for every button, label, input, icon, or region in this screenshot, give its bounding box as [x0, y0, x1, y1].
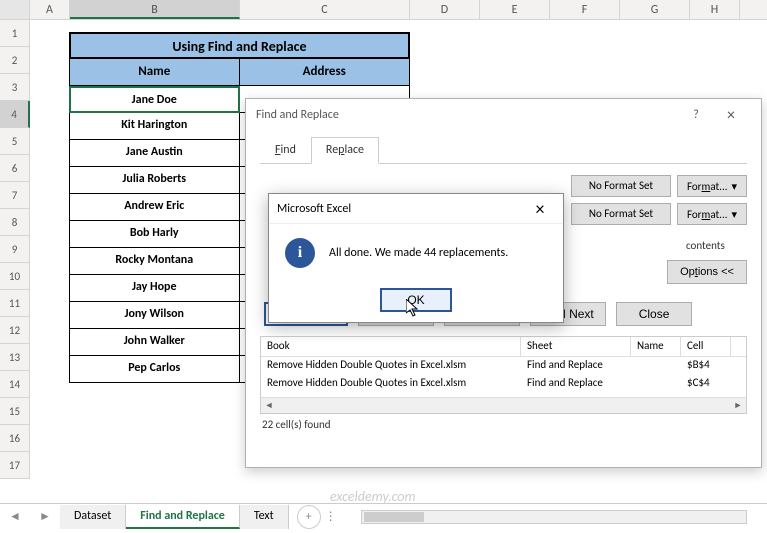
close-button[interactable]: Close [616, 302, 692, 326]
name-cell[interactable]: Bob Harly [69, 221, 240, 248]
name-cell[interactable]: Jane Doe [69, 86, 240, 113]
row-header-10[interactable]: 10 [0, 263, 30, 290]
name-cell[interactable]: Kit Harington [69, 113, 240, 140]
row-header-14[interactable]: 14 [0, 371, 30, 398]
replace-format-button[interactable]: Format...▾ [677, 203, 747, 225]
close-icon[interactable]: × [711, 106, 751, 125]
name-cell[interactable]: Andrew Eric [69, 194, 240, 221]
row-header-9[interactable]: 9 [0, 236, 30, 263]
col-header-d[interactable]: D [410, 0, 480, 19]
name-cell[interactable]: Pep Carlos [69, 356, 240, 383]
col-header-g[interactable]: G [620, 0, 690, 19]
select-all-corner[interactable] [0, 0, 30, 19]
row-header-16[interactable]: 16 [0, 425, 30, 452]
horizontal-scrollbar[interactable] [361, 510, 747, 524]
results-header-sheet[interactable]: Sheet [521, 337, 631, 356]
tab-replace[interactable]: Replace [311, 137, 379, 164]
sheet-tab[interactable]: Text [240, 505, 289, 529]
alert-dialog: Microsoft Excel × i All done. We made 44… [268, 193, 564, 323]
alert-titlebar[interactable]: Microsoft Excel × [269, 194, 563, 224]
name-cell[interactable]: Jay Hope [69, 275, 240, 302]
column-headers: A B C D E F G H [0, 0, 767, 20]
status-text: 22 cell(s) found [260, 414, 747, 435]
find-format-button[interactable]: Format...▾ [677, 175, 747, 197]
results-scrollbar[interactable]: ◄ ► [261, 397, 746, 413]
alert-title: Microsoft Excel [277, 202, 525, 216]
sheet-nav[interactable]: ◄ ► [0, 509, 60, 524]
col-header-a[interactable]: A [30, 0, 70, 19]
chevron-down-icon: ▾ [732, 180, 738, 193]
col-header-h[interactable]: H [690, 0, 740, 19]
name-cell[interactable]: Jony Wilson [69, 302, 240, 329]
result-row[interactable]: Remove Hidden Double Quotes in Excel.xls… [261, 375, 746, 393]
results-list[interactable]: Book Sheet Name Cell Remove Hidden Doubl… [260, 336, 747, 414]
row-header-7[interactable]: 7 [0, 182, 30, 209]
help-button[interactable]: ? [681, 108, 711, 122]
tab-scroll-icon[interactable]: ⋮ [321, 509, 341, 524]
alert-message: All done. We made 44 replacements. [329, 246, 508, 260]
sheet-tab[interactable]: Find and Replace [126, 505, 240, 529]
row-header-13[interactable]: 13 [0, 344, 30, 371]
col-header-e[interactable]: E [480, 0, 550, 19]
scroll-left-icon[interactable]: ◄ [261, 400, 277, 411]
row-header-4[interactable]: 4 [0, 101, 30, 128]
tab-find[interactable]: Find [260, 137, 311, 163]
row-header-5[interactable]: 5 [0, 128, 30, 155]
row-header-17[interactable]: 17 [0, 452, 30, 479]
replace-format-status: No Format Set [571, 203, 671, 225]
row-header-3[interactable]: 3 [0, 74, 30, 101]
scroll-right-icon[interactable]: ► [730, 400, 746, 411]
results-header-book[interactable]: Book [261, 337, 521, 356]
nav-next-icon[interactable]: ► [39, 509, 51, 524]
col-header-c[interactable]: C [240, 0, 410, 19]
info-icon: i [285, 238, 315, 268]
table-header-address: Address [240, 59, 411, 86]
tab-strip: Find Replace [260, 137, 747, 164]
dialog-titlebar[interactable]: Find and Replace ? × [246, 99, 761, 131]
sheet-tab[interactable]: Dataset [60, 505, 126, 529]
sheet-tab-bar: ◄ ► DatasetFind and ReplaceText + ⋮ [0, 503, 767, 529]
col-header-f[interactable]: F [550, 0, 620, 19]
result-row[interactable]: Remove Hidden Double Quotes in Excel.xls… [261, 357, 746, 375]
scrollbar-thumb[interactable] [364, 512, 424, 522]
find-format-status: No Format Set [571, 175, 671, 197]
name-cell[interactable]: Julia Roberts [69, 167, 240, 194]
row-header-1[interactable]: 1 [0, 20, 30, 47]
results-header-cell[interactable]: Cell [681, 337, 731, 356]
row-header-15[interactable]: 15 [0, 398, 30, 425]
alert-close-icon[interactable]: × [525, 198, 555, 220]
ok-button[interactable]: OK [380, 288, 452, 312]
table-header-name: Name [69, 59, 240, 86]
nav-prev-icon[interactable]: ◄ [9, 509, 21, 524]
contents-label: contents [686, 239, 725, 252]
chevron-down-icon: ▾ [732, 208, 738, 221]
dialog-title: Find and Replace [256, 108, 681, 122]
add-sheet-button[interactable]: + [297, 505, 321, 529]
table-title: Using Find and Replace [69, 32, 410, 59]
results-header-name[interactable]: Name [631, 337, 681, 356]
name-cell[interactable]: Rocky Montana [69, 248, 240, 275]
row-header-6[interactable]: 6 [0, 155, 30, 182]
row-header-11[interactable]: 11 [0, 290, 30, 317]
name-cell[interactable]: John Walker [69, 329, 240, 356]
name-cell[interactable]: Jane Austin [69, 140, 240, 167]
options-button[interactable]: Options << [667, 260, 747, 284]
col-header-b[interactable]: B [70, 0, 240, 19]
row-header-12[interactable]: 12 [0, 317, 30, 344]
row-header-8[interactable]: 8 [0, 209, 30, 236]
row-header-2[interactable]: 2 [0, 47, 30, 74]
